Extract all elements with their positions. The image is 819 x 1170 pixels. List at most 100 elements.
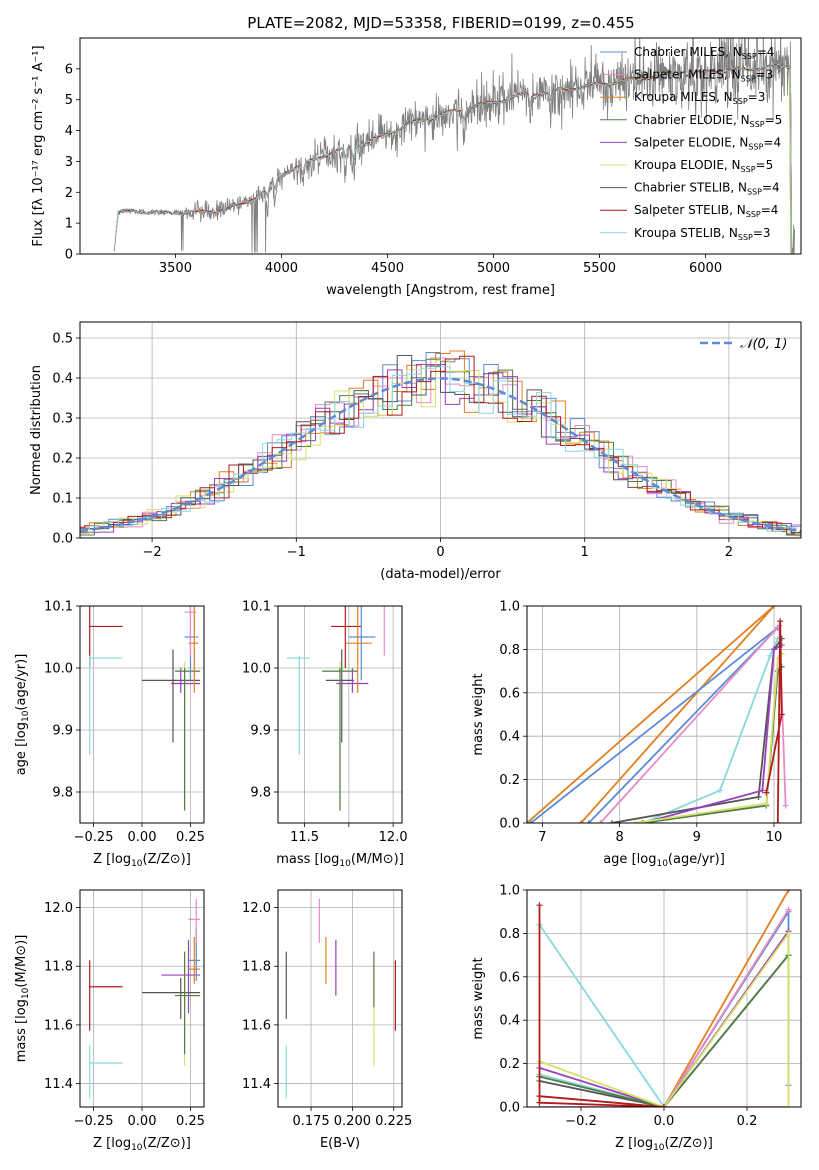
axes-frame <box>79 37 802 255</box>
weight-marker-s_stelib <box>536 1099 543 1106</box>
mass_vs_Z-panel: −0.25 0.00 0.25 11.4 11.6 11.8 12.0 Z [log10(Z/… <box>14 889 205 1153</box>
legend-label-s_stelib: Salpeter STELIB, NSSP=4 <box>634 203 778 219</box>
axis-ticks: −0.25 0.00 0.25 9.8 9.9 10.0 10.1 <box>44 600 205 846</box>
x-tick-label: 0.00 <box>128 1114 157 1129</box>
weight-lines <box>527 606 789 823</box>
x-tick-label: −0.25 <box>74 830 114 845</box>
weight-marker-k_elodie <box>785 930 792 937</box>
weight_vs_Z-panel: −0.2 0.0 0.2 0.0 0.2 0.4 0.6 0.8 1.0 Z [log10(Z/Z… <box>471 884 802 1153</box>
weight-marker-k_stelib <box>716 787 723 794</box>
axes-frame <box>277 605 403 824</box>
x-tick-label: 4000 <box>265 261 298 276</box>
x-tick-label: 4500 <box>371 261 404 276</box>
y-axis-label: mass [log10(M/M⊙)] <box>14 935 31 1063</box>
weight-marker-s_elodie <box>759 787 766 794</box>
axes-frame <box>79 605 205 824</box>
y-tick-label: 11.4 <box>242 1077 271 1092</box>
residuals-legend: 𝒩(0, 1) <box>700 337 787 352</box>
y-tick-label: 0.2 <box>52 452 73 467</box>
spectrum-traces <box>113 38 795 254</box>
weight-line-k_elodie <box>539 930 790 1107</box>
normal-curve <box>80 377 801 533</box>
legend-label-c_elodie: Chabrier ELODIE, NSSP=5 <box>634 113 782 129</box>
weight-marker-s_miles <box>597 820 604 823</box>
axis-ticks: 3500 4000 4500 5000 5500 6000 0 1 2 3 4 5 6 <box>65 62 722 276</box>
x-tick-label: 0.25 <box>176 830 205 845</box>
y-tick-label: 11.6 <box>242 1018 271 1033</box>
y-tick-label: 0 <box>65 248 73 263</box>
y-tick-label: 0.0 <box>52 532 73 547</box>
x-axis-label: E(B-V) <box>320 1136 360 1151</box>
legend-label-s_elodie: Salpeter ELODIE, NSSP=4 <box>634 135 781 151</box>
hist-s_stelib <box>80 355 801 533</box>
axes-frame <box>526 889 802 1108</box>
weight-marker-s_miles <box>785 906 792 913</box>
y-tick-label: 11.4 <box>44 1077 73 1092</box>
x-tick-label: 0.225 <box>375 1114 412 1129</box>
panels: 3500 4000 4500 5000 5500 6000 0 1 2 3 4 5 6 wavelengt… <box>14 37 802 1153</box>
errorbars <box>89 606 201 811</box>
weight-marker-s_stelib <box>777 618 784 625</box>
y-tick-label: 10.0 <box>242 662 271 677</box>
y-axis-label: Flux [fλ 10⁻¹⁷ erg cm⁻² s⁻¹ A⁻¹] <box>31 45 46 246</box>
y-axis-label: Normed distribution <box>29 365 44 495</box>
errorbars <box>89 898 201 1099</box>
y-tick-label: 0.1 <box>52 492 73 507</box>
axes-frame <box>526 605 802 824</box>
y-tick-label: 4 <box>65 124 73 139</box>
weight-line-c_miles <box>530 626 779 823</box>
y-axis-label: age [log10(age/yr)] <box>14 654 31 776</box>
weight-marker-k_stelib <box>767 652 774 659</box>
weight-line-k_miles <box>663 890 790 1107</box>
y-tick-label: 10.0 <box>44 662 73 677</box>
weight-marker-c_stelib <box>755 793 762 800</box>
x-axis-label: age [log10(age/yr)] <box>603 852 725 869</box>
y-tick-label: 0.0 <box>499 1101 520 1116</box>
x-axis-label: wavelength [Angstrom, rest frame] <box>326 283 555 298</box>
weight-marker-s_elodie <box>770 646 777 653</box>
x-tick-label: 9 <box>693 830 701 845</box>
y-tick-label: 0.0 <box>499 817 520 832</box>
legend-label-k_elodie: Kroupa ELODIE, NSSP=5 <box>634 158 773 174</box>
x-axis-label: Z [log10(Z/Z⊙)] <box>615 1136 713 1153</box>
y-tick-label: 1.0 <box>499 884 520 899</box>
x-tick-label: −2 <box>143 545 162 560</box>
y-tick-label: 0.5 <box>52 332 73 347</box>
x-tick-label: 8 <box>615 830 623 845</box>
y-tick-label: 0.8 <box>499 643 520 658</box>
weight-marker-c_miles <box>527 820 534 823</box>
axes-frame <box>79 321 802 539</box>
hist-k_stelib <box>80 366 801 535</box>
y-tick-label: 6 <box>65 62 73 77</box>
mass_vs_ebv-panel: 0.175 0.200 0.225 11.4 11.6 11.8 12.0 E(B-V) <box>242 889 412 1151</box>
weight-line-k_stelib <box>538 924 666 1107</box>
x-tick-label: 0.0 <box>654 1114 675 1129</box>
weight-marker-s_stelib <box>778 711 785 718</box>
x-axis-label: (data-model)/error <box>380 567 501 582</box>
y-tick-label: 9.9 <box>52 724 73 739</box>
y-tick-label: 2 <box>65 186 73 201</box>
y-tick-label: 0.6 <box>499 686 520 701</box>
y-tick-label: 0.2 <box>499 1057 520 1072</box>
weight-line-c_elodie <box>539 954 790 1107</box>
weight-marker-k_elodie <box>632 820 639 823</box>
x-tick-label: 5500 <box>583 261 616 276</box>
weight-marker-s_stelib <box>536 902 543 909</box>
x-tick-label: 10 <box>766 830 783 845</box>
y-tick-label: 0.6 <box>499 970 520 985</box>
errorbars <box>285 898 396 1099</box>
y-tick-label: 1 <box>65 217 73 232</box>
legend-label-k_miles: Kroupa MILES, NSSP=3 <box>634 90 765 106</box>
weight_vs_age-panel: 7 8 9 10 0.0 0.2 0.4 0.6 0.8 1.0 age [log10(age/yr… <box>471 600 802 869</box>
y-tick-label: 11.6 <box>44 1018 73 1033</box>
y-tick-label: 11.8 <box>242 960 271 975</box>
x-tick-label: 6000 <box>689 261 722 276</box>
x-tick-label: 0.25 <box>176 1114 205 1129</box>
age_vs_Z-panel: −0.25 0.00 0.25 9.8 9.9 10.0 10.1 Z [log10(Z/Z⊙… <box>14 600 205 870</box>
x-tick-label: 0.200 <box>334 1114 371 1129</box>
legend-label-k_stelib: Kroupa STELIB, NSSP=3 <box>634 226 771 242</box>
weight-line-s_miles <box>599 623 787 823</box>
weight-marker-c_stelib <box>608 820 615 823</box>
weight-line-k_miles <box>527 606 775 823</box>
spectrum-legend: Chabrier MILES, NSSP=4 Salpeter MILES, NS… <box>600 45 782 242</box>
